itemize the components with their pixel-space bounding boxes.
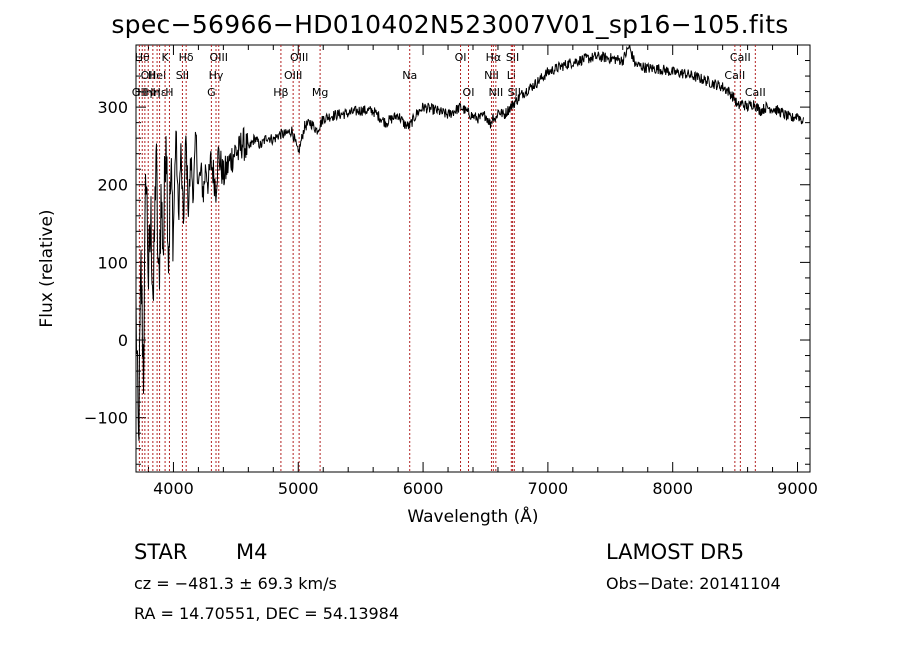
object-subclass: M4: [236, 540, 268, 564]
y-tick-label: 0: [118, 331, 128, 350]
spectral-line-label: SII: [508, 86, 521, 99]
y-axis-label: Flux (relative): [37, 209, 57, 327]
spectral-line-label: Hδ: [179, 51, 194, 64]
spectral-line-label: HeI: [148, 69, 166, 82]
spectral-line-label: NII: [484, 69, 499, 82]
coordinates: RA = 14.70551, DEC = 54.13984: [134, 604, 400, 623]
spectral-line-label: SII: [506, 51, 519, 64]
y-tick-label: −100: [84, 409, 128, 428]
spectral-line-label: Li: [507, 69, 516, 82]
spectral-line-label: OIII: [210, 51, 228, 64]
spectral-line-label: OIII: [284, 69, 302, 82]
survey-name: LAMOST DR5: [606, 540, 745, 564]
x-tick-label: 5000: [278, 479, 319, 498]
spectral-line-label: SII: [176, 69, 189, 82]
spectral-line-label: Hε: [152, 86, 166, 99]
spectral-line-label: Hθ: [135, 51, 150, 64]
spectrum-line: [136, 45, 804, 441]
spectral-line-label: OI: [463, 86, 475, 99]
observation-date: Obs−Date: 20141104: [606, 574, 781, 593]
chart-title: spec−56966−HD010402N523007V01_sp16−105.f…: [111, 10, 789, 39]
spectral-line-label: K: [161, 51, 169, 64]
spectral-line-label: Mg: [312, 86, 328, 99]
x-tick-label: 9000: [777, 479, 818, 498]
x-tick-label: 4000: [153, 479, 194, 498]
spectral-line-label: CaII: [745, 86, 766, 99]
spectral-line-label: Hγ: [209, 69, 224, 82]
spectral-line-label: OII: [141, 69, 156, 82]
spectral-line-label: Hβ: [273, 86, 288, 99]
x-tick-label: 6000: [403, 479, 444, 498]
plot-frame: [135, 44, 811, 473]
x-axis-label: Wavelength (Å): [407, 505, 538, 527]
spectral-line-label: CaII: [730, 51, 751, 64]
y-tick-label: 300: [97, 98, 128, 117]
y-tick-label: 100: [97, 253, 128, 272]
spectral-line-label: Na: [402, 69, 417, 82]
spectral-line-label: H: [165, 86, 173, 99]
x-tick-label: 8000: [652, 479, 693, 498]
spectral-line-label: CaII: [724, 69, 745, 82]
y-tick-label: 200: [97, 176, 128, 195]
spectral-line-label: OIII: [290, 51, 308, 64]
spectral-line-label: OII: [132, 86, 147, 99]
spectral-line-label: OI: [455, 51, 467, 64]
redshift-velocity: cz = −481.3 ± 69.3 km/s: [134, 574, 337, 593]
spectral-line-label: G: [207, 86, 216, 99]
object-class: STAR: [134, 540, 188, 564]
x-tick-label: 7000: [528, 479, 569, 498]
spectral-line-label: NII: [488, 86, 503, 99]
spectral-line-label: Hα: [486, 51, 502, 64]
